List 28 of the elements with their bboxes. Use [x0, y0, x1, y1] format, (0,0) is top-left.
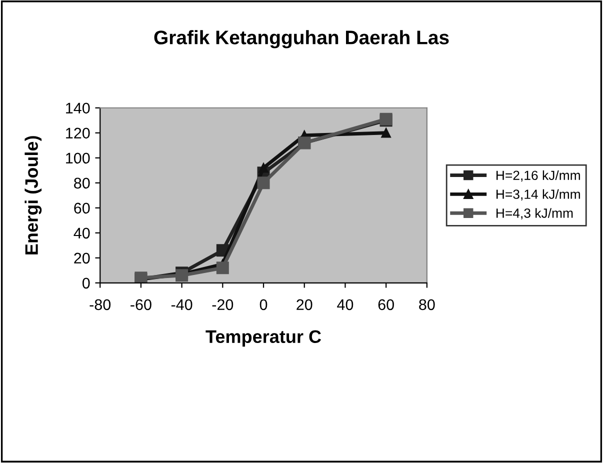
y-tick-label: 0: [82, 278, 90, 289]
x-tick-label: 0: [260, 299, 268, 310]
point: [257, 176, 270, 190]
y-tick-label: 80: [74, 178, 90, 189]
x-tick-label: -60: [130, 299, 152, 310]
x-tick-label: 60: [378, 299, 394, 310]
legend-label: H=2,16 kJ/mm: [496, 170, 580, 182]
y-tick-label: 120: [66, 128, 90, 139]
chart-title: Grafik Ketangguhan Daerah Las: [154, 30, 449, 48]
legend-label: H=4,3 kJ/mm: [496, 208, 573, 220]
y-tick-label: 60: [74, 202, 90, 214]
x-tick-label: -20: [212, 299, 234, 310]
point: [381, 128, 391, 138]
x-tick-label: -80: [90, 299, 111, 310]
y-tick-label: 40: [74, 228, 90, 239]
x-tick-label: 20: [296, 299, 312, 310]
x-tick-label: 80: [419, 299, 435, 310]
x-axis-title: Temperatur C: [206, 330, 322, 347]
y-axis-title: Energi (Joule): [24, 136, 42, 254]
y-tick-label: 140: [66, 102, 90, 114]
x-tick-label: -40: [171, 299, 192, 310]
point: [258, 163, 268, 173]
y-tick-label: 100: [66, 152, 90, 164]
x-tick-label: 40: [337, 299, 354, 310]
point: [216, 262, 229, 274]
y-tick-label: 20: [74, 252, 90, 264]
point: [176, 269, 188, 282]
legend-label: H=3,14 kJ/mm: [496, 189, 580, 200]
